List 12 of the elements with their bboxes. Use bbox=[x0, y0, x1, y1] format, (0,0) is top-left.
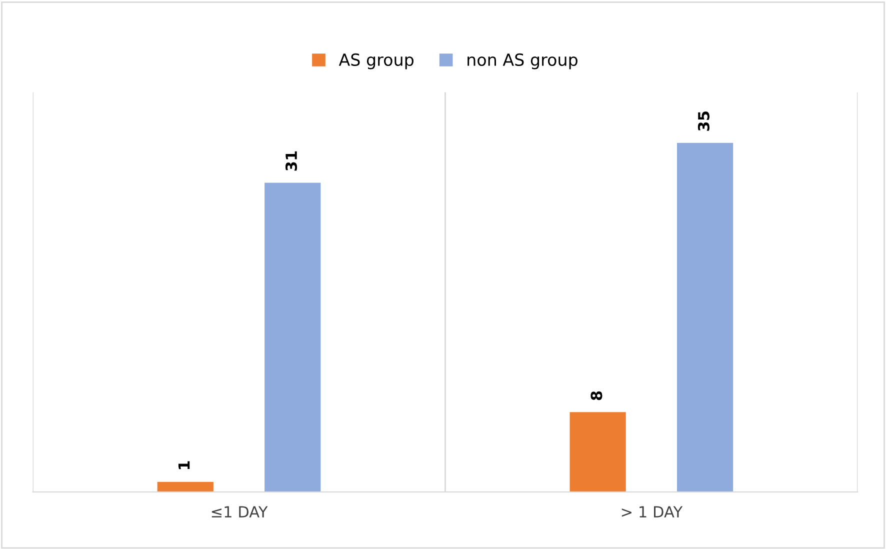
data-label: 31 bbox=[285, 151, 298, 171]
x-tick-label: ≤1 DAY bbox=[212, 506, 268, 518]
legend-label: AS group bbox=[338, 53, 414, 70]
bar bbox=[264, 182, 321, 492]
data-label: 1 bbox=[178, 461, 190, 470]
x-tick-label: > 1 DAY bbox=[622, 506, 683, 518]
bar bbox=[570, 412, 626, 492]
bar bbox=[157, 482, 214, 492]
legend-label: non AS group bbox=[468, 53, 578, 70]
bar bbox=[677, 142, 734, 492]
data-label: 35 bbox=[698, 112, 710, 131]
data-label: 8 bbox=[590, 391, 602, 400]
